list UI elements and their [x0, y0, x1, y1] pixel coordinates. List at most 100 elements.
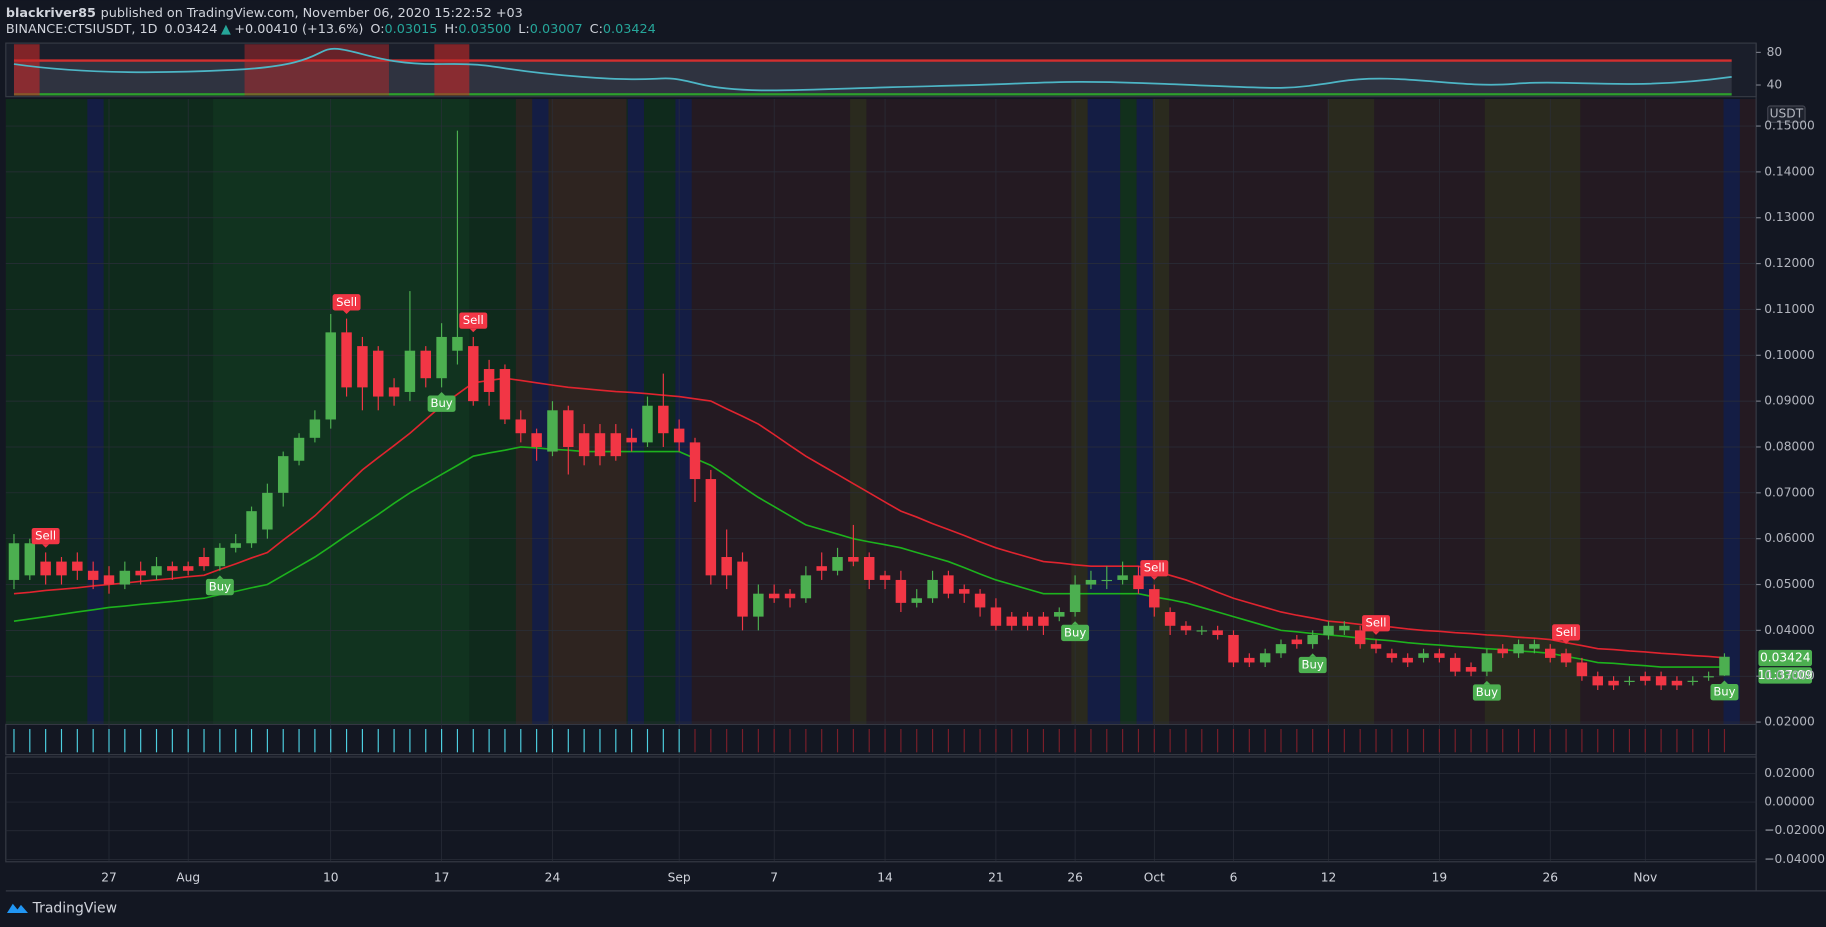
- price-tag-label: 0.03424: [1760, 650, 1811, 664]
- candle-body: [943, 575, 954, 594]
- candle-body: [40, 561, 51, 576]
- x-tick-label: 27: [101, 871, 117, 885]
- change: +0.00410 (+13.6%): [234, 22, 363, 37]
- candle-body: [1434, 653, 1445, 658]
- candle-body: [848, 557, 859, 562]
- symbol: BINANCE:CTSIUSDT, 1D: [6, 22, 158, 37]
- candle-body: [911, 598, 922, 603]
- x-tick-label: 21: [988, 871, 1004, 885]
- candle-body: [87, 570, 99, 580]
- brand: TradingView: [32, 900, 117, 916]
- signal-pointer: [1372, 631, 1380, 635]
- x-tick-label: 7: [770, 871, 778, 885]
- author: blackriver85: [6, 5, 96, 20]
- candle-body: [341, 332, 352, 388]
- x-tick-label: 26: [1067, 871, 1083, 885]
- signal-badge: [1472, 684, 1501, 701]
- candle-body: [1592, 676, 1603, 686]
- candle-body: [357, 346, 368, 388]
- x-tick-label: 26: [1542, 871, 1558, 885]
- candle-body: [182, 566, 194, 571]
- price-tag: [1758, 649, 1813, 667]
- y-tick-label: 0.14000: [1764, 164, 1815, 178]
- y-tick-label: 0.02000: [1764, 766, 1815, 780]
- ohlc-value: 0.03424: [603, 22, 656, 37]
- y-tick-label: 80: [1767, 45, 1783, 59]
- candle-body: [277, 456, 289, 493]
- signal-pointer: [343, 310, 351, 314]
- candle-body: [563, 410, 574, 447]
- candle-body: [420, 350, 431, 379]
- x-tick-label: 24: [545, 871, 561, 885]
- candle-body: [1544, 648, 1556, 658]
- candle-body: [832, 557, 843, 571]
- candle-body: [293, 437, 305, 461]
- candle-body: [974, 593, 986, 608]
- signal-pointer: [1720, 680, 1728, 685]
- signal-label: Sell: [1144, 561, 1165, 575]
- signal-badge: [1140, 560, 1169, 577]
- y-tick-label: 0.06000: [1764, 531, 1815, 545]
- ohlc-value: 0.03500: [458, 22, 511, 37]
- candle-body: [1164, 612, 1176, 626]
- currency: USDT: [1770, 107, 1804, 121]
- signal-label: Sell: [336, 295, 357, 309]
- signal-pointer: [42, 544, 50, 548]
- candle-body: [658, 405, 669, 434]
- candle-body: [879, 575, 891, 580]
- candle-body: [578, 433, 590, 457]
- y-tick-label: 0.07000: [1764, 485, 1815, 499]
- candle-body: [721, 557, 732, 576]
- candle-body: [531, 433, 542, 447]
- candle-body: [1022, 616, 1033, 626]
- candle-body: [547, 410, 558, 452]
- signal-badge: [332, 294, 361, 311]
- candle-body: [594, 433, 606, 457]
- candle-body: [705, 479, 717, 576]
- signal-badge: [459, 312, 488, 329]
- trend-band: [213, 98, 470, 725]
- candle-body: [784, 593, 796, 599]
- signal-label: Sell: [1556, 625, 1577, 639]
- candle-body: [1560, 653, 1572, 663]
- y-tick-label: 0.00000: [1764, 795, 1815, 809]
- candle-body: [1624, 680, 1635, 682]
- y-tick-label: 0.09000: [1764, 394, 1815, 408]
- candle-body: [1291, 639, 1303, 645]
- x-tick-label: 12: [1321, 871, 1337, 885]
- countdown: 11:37:09: [1758, 668, 1813, 682]
- rsi-zone: [434, 44, 470, 96]
- x-tick-label: Sep: [668, 871, 691, 885]
- x-tick-label: 19: [1432, 871, 1448, 885]
- candle-body: [1069, 584, 1081, 613]
- candle-body: [1006, 616, 1017, 626]
- y-tick-label: 40: [1767, 78, 1783, 92]
- candle-body: [1339, 625, 1350, 631]
- signal-badge: [31, 527, 60, 545]
- candle-body: [103, 575, 115, 585]
- header-line: blackriver85 published on TradingView.com…: [6, 5, 523, 20]
- candle-body: [1576, 662, 1588, 677]
- last-price: 0.03424: [165, 22, 218, 37]
- signal-pointer: [469, 328, 477, 333]
- stripe-panel: [5, 723, 1757, 756]
- y-tick-label: 0.02000: [1764, 715, 1815, 729]
- candle-body: [1054, 612, 1065, 617]
- candle-body: [1117, 575, 1128, 580]
- y-tick-label: 0.13000: [1764, 210, 1815, 224]
- trend-band: [1071, 98, 1088, 725]
- candle-body: [262, 492, 273, 530]
- countdown-tag: [1758, 667, 1813, 684]
- signal-badge: [1710, 684, 1739, 701]
- candle-body: [689, 442, 701, 480]
- symbol-line: BINANCE:CTSIUSDT, 1D 0.03424 ▲ +0.00410 (+1…: [6, 22, 656, 37]
- candle-body: [452, 336, 463, 351]
- y-tick-label: −0.02000: [1764, 823, 1825, 837]
- candle-body: [958, 589, 970, 594]
- candle-body: [1608, 680, 1619, 686]
- trend-band: [850, 98, 867, 725]
- trend-band: [1087, 98, 1121, 725]
- candle-body: [214, 547, 226, 567]
- candle-body: [1133, 575, 1144, 590]
